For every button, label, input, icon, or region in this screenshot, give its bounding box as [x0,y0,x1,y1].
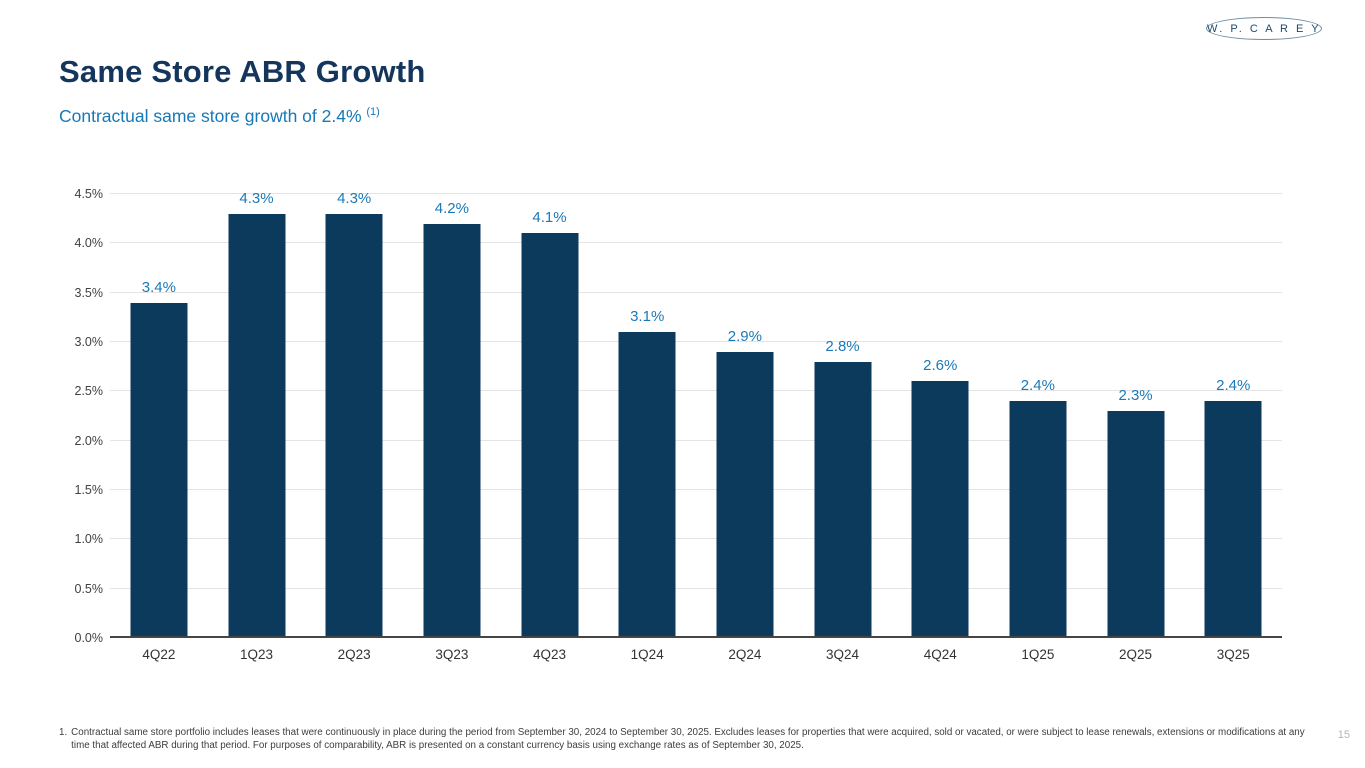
gridline [110,390,1282,392]
bar-value-label: 2.9% [727,327,762,345]
bar-value-label: 2.4% [1020,377,1055,395]
bar-value-label: 4.3% [239,189,274,207]
bar-slot: 4.3% [208,190,306,638]
x-tick-label: 1Q25 [1021,647,1055,662]
bar-chart: 0.0% 0.5% 1.0% 1.5% 2.0% 2.5% 3.0% 3.5% 4.0% 4.5%… [59,187,1282,668]
y-tick-label: 1.5% [74,483,104,498]
bar-slot: 4.3% [305,190,403,638]
bar-2q25 [1107,411,1165,638]
x-tick-label: 3Q24 [826,647,860,662]
x-tick-label: 1Q23 [239,647,274,662]
bars: 3.4% 4.3% 4.3% 4.2% 4.1% 3.1% 2.9% 2.8% 2.6% 2.4%… [110,190,1282,638]
subtitle-footnote-ref: (1) [366,106,380,119]
gridline [110,439,1282,441]
bar-slot: 3.1% [598,194,696,638]
gridline [110,587,1282,589]
y-tick-label: 0.5% [74,581,104,596]
y-tick-label: 4.5% [74,187,104,201]
subtitle: Contractual same store growth of 2.4% (1… [59,106,380,127]
bar-value-label: 2.3% [1118,387,1153,405]
gridline [110,193,1282,194]
gridline [110,291,1282,293]
bar-4q24 [911,381,969,638]
gridline [110,242,1282,244]
bar-slot: 2.9% [696,194,794,638]
x-tick-label: 2Q24 [728,647,762,662]
bar-4q22 [130,302,188,638]
y-tick-label: 2.0% [74,433,104,448]
x-tick-label: 4Q22 [142,647,176,662]
bar-2q24 [716,351,774,638]
logo-text: W. P. C A R E Y [1206,22,1322,35]
gridline [110,341,1282,343]
bar-4q23 [521,233,579,638]
y-tick-label: 3.5% [74,285,104,300]
bar-3q23 [423,223,481,638]
bar-value-label: 3.4% [141,278,176,296]
plot-area: 3.4% 4.3% 4.3% 4.2% 4.1% 3.1% 2.9% 2.8% 2.6% 2.4%… [110,190,1282,638]
x-tick-label: 3Q25 [1216,647,1250,662]
bar-value-label: 4.2% [434,199,469,217]
gridline [110,489,1282,491]
bar-value-label: 4.1% [532,209,567,227]
y-tick-label: 1.0% [74,532,104,547]
gridline [110,538,1282,540]
footnote: 1. Contractual same store portfolio incl… [59,727,1317,752]
bar-value-label: 3.1% [630,308,665,326]
bar-slot: 2.4% [1184,194,1282,638]
y-tick-label: 2.5% [74,384,104,399]
bar-value-label: 2.8% [825,337,860,355]
y-axis: 0.0% 0.5% 1.0% 1.5% 2.0% 2.5% 3.0% 3.5% 4.0% 4.5% [59,187,104,645]
bar-slot: 4.1% [501,194,599,638]
bar-value-label: 2.4% [1216,377,1251,395]
x-tick-label: 1Q24 [630,647,664,662]
page-number: 15 [1337,729,1350,741]
x-tick-label: 2Q25 [1119,647,1153,662]
x-axis-line [110,636,1282,638]
bar-slot: 2.8% [794,194,892,638]
bar-1q24 [618,332,676,638]
footnote-number: 1. [59,727,68,738]
x-tick-label: 2Q23 [337,647,371,662]
bar-3q24 [814,361,872,638]
bar-value-label: 4.3% [337,189,372,207]
bar-1q23 [228,213,285,638]
page-title: Same Store ABR Growth [59,54,426,89]
bar-1q25 [1009,401,1067,638]
footnote-text: Contractual same store portfolio include… [71,727,1305,751]
y-tick-label: 0.0% [74,631,104,645]
bar-2q23 [325,213,383,638]
bar-slot: 2.4% [989,194,1087,638]
x-tick-label: 4Q24 [923,647,957,662]
x-tick-label: 3Q23 [435,647,469,662]
wp-carey-logo: W. P. C A R E Y [1206,17,1322,40]
y-tick-label: 3.0% [74,335,104,350]
x-axis: 4Q22 1Q23 2Q23 3Q23 4Q23 1Q24 2Q24 3Q24 4Q24 1Q25… [110,638,1282,668]
bar-3q25 [1204,401,1262,638]
y-tick-label: 4.0% [74,236,104,251]
bar-slot: 2.6% [891,194,989,638]
bar-slot: 3.4% [110,194,208,638]
subtitle-text: Contractual same store growth of 2.4% [59,106,362,126]
bar-value-label: 2.6% [923,357,958,375]
x-tick-label: 4Q23 [533,647,567,662]
bar-slot: 4.2% [403,194,501,638]
bar-slot: 2.3% [1087,194,1185,638]
